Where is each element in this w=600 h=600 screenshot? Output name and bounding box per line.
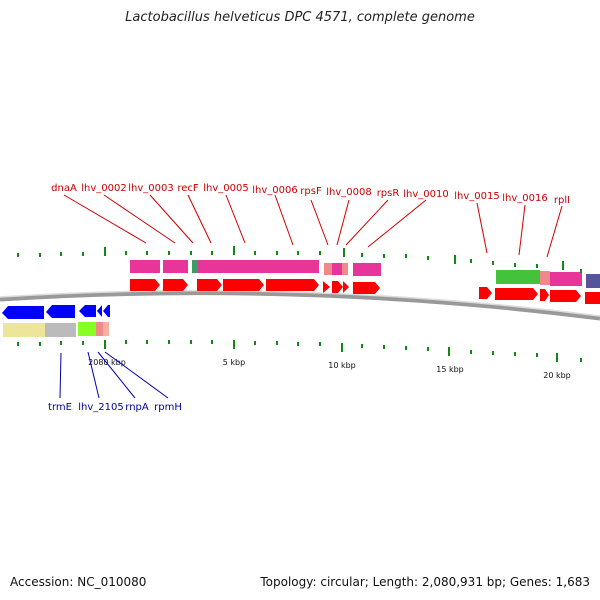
category-band-bottom [3,322,109,337]
leader-line [149,194,194,244]
category-block [353,263,381,276]
gene-arrow-forward[interactable] [585,292,600,304]
gene-label-top[interactable]: dnaA [51,183,77,194]
leader-line [336,199,350,246]
gene-label-top[interactable]: lhv_0015 [454,191,499,202]
leader-line [87,351,100,399]
category-block [45,323,76,337]
scale-labels: 2080 kbp 5 kbp 10 kbp 15 kbp 20 kbp [88,358,571,380]
gene-label-top[interactable]: lhv_0008 [326,187,371,198]
gene-label-top[interactable]: lhv_0003 [128,183,173,194]
gene-arrow-forward[interactable] [323,281,330,293]
gene-arrow-forward[interactable] [353,282,380,294]
gene-arrow-reverse[interactable] [46,305,75,318]
leader-line [104,351,169,399]
category-block [586,274,600,288]
category-block [324,263,332,275]
gene-arrow-forward[interactable] [540,289,549,301]
category-block [78,322,96,336]
bottom-gene-leaders [59,351,169,399]
top-gene-leaders [63,194,563,258]
leader-line [103,194,176,244]
gene-arrow-reverse[interactable] [2,306,44,319]
tick-marks-top [17,246,582,273]
topology-summary: Topology: circular; Length: 2,080,931 bp… [260,575,590,589]
gene-label-top[interactable]: lhv_0016 [502,193,547,204]
category-band-top [130,260,600,288]
gene-arrow-reverse[interactable] [79,305,96,317]
gene-label-top[interactable]: lhv_0005 [203,183,248,194]
leader-line [225,194,246,244]
leader-line [476,202,488,254]
leader-line [345,199,389,246]
leader-line [59,352,62,399]
gene-arrow-reverse[interactable] [103,305,110,317]
scale-label: 20 kbp [543,371,571,380]
genome-backbone [0,290,600,321]
category-block [550,272,582,286]
forward-genes [130,279,600,304]
gene-label-bottom[interactable]: trmE [48,402,72,413]
gene-label-top[interactable]: lhv_0002 [81,183,126,194]
gene-arrow-forward[interactable] [223,279,264,291]
top-gene-labels: dnaA lhv_0002 lhv_0003 recF lhv_0005 lhv… [51,183,570,206]
gene-arrow-forward[interactable] [130,279,160,291]
category-block [332,263,342,275]
gene-label-bottom[interactable]: rnpA [125,402,149,413]
category-block [96,322,103,336]
genome-backbone-highlight [0,289,600,317]
bottom-gene-labels: trmE lhv_2105 rnpA rpmH [48,402,182,413]
scale-label: 10 kbp [328,361,356,370]
genome-title: Lactobacillus helveticus DPC 4571, compl… [125,10,475,25]
category-block [103,322,109,336]
category-block [540,271,550,285]
leader-line [274,194,294,246]
category-block [130,260,160,273]
category-block [192,260,198,273]
gene-arrow-forward[interactable] [266,279,319,291]
gene-arrow-forward[interactable] [332,281,343,293]
gene-arrow-forward[interactable] [343,281,349,293]
leader-line [367,199,427,248]
tick-marks-bottom [17,340,582,362]
gene-label-top[interactable]: lhv_0006 [252,185,297,196]
gene-arrow-forward[interactable] [550,290,581,302]
category-block [222,260,264,273]
scale-label: 5 kbp [223,358,245,367]
gene-arrow-forward[interactable] [163,279,188,291]
gene-label-bottom[interactable]: rpmH [154,402,182,413]
accession-label: Accession: NC_010080 [10,575,147,589]
leader-line [97,351,136,399]
gene-arrow-forward[interactable] [197,279,222,291]
category-block [3,323,45,337]
leader-line [546,205,563,258]
category-block [163,260,188,273]
category-block [342,263,348,275]
scale-label: 15 kbp [436,365,464,374]
gene-label-top[interactable]: rpsR [377,188,400,199]
gene-label-top[interactable]: lhv_0010 [403,189,448,200]
gene-label-top[interactable]: rpsF [300,186,322,197]
category-block [264,260,319,273]
gene-label-top[interactable]: recF [177,183,199,194]
category-block [496,270,540,284]
category-block [198,260,222,273]
gene-label-top[interactable]: rplI [554,195,570,206]
leader-line [518,204,526,256]
gene-arrow-reverse[interactable] [97,305,102,317]
gene-arrow-forward[interactable] [479,287,492,299]
gene-arrow-forward[interactable] [495,288,538,300]
leader-line [187,194,212,244]
reverse-genes [2,305,110,319]
leader-line [63,194,147,244]
gene-label-bottom[interactable]: lhv_2105 [78,402,123,413]
leader-line [310,199,329,246]
